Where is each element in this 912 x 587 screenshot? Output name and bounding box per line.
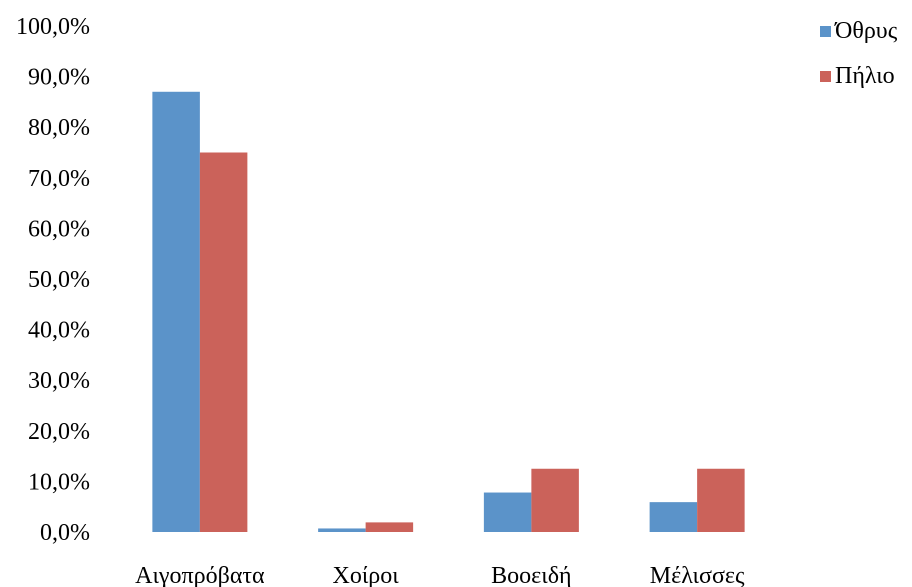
y-axis-tick-labels: 0,0% 10,0% 20,0% 30,0% 40,0% 50,0% 60,0% 70,0% 8… bbox=[16, 14, 90, 546]
legend-swatch bbox=[820, 71, 831, 82]
legend-label: Πήλιο bbox=[835, 63, 895, 89]
bar-μέλισσες-πήλιο bbox=[697, 468, 745, 532]
x-axis-category-labels: Αιγοπρόβατα Χοίροι Βοοειδή Μέλισσες bbox=[135, 563, 745, 587]
y-tick-label: 20,0% bbox=[28, 419, 90, 445]
legend-label: Όθρυς bbox=[834, 18, 898, 44]
y-tick-label: 100,0% bbox=[16, 14, 90, 40]
bar-μέλισσες-όθρυς bbox=[649, 502, 698, 532]
bars bbox=[152, 91, 745, 532]
bar-βοοειδή-πήλιο bbox=[531, 468, 579, 532]
bar-αιγοπρόβατα-όθρυς bbox=[152, 91, 200, 532]
y-tick-label: 80,0% bbox=[28, 115, 90, 141]
y-tick-label: 30,0% bbox=[28, 368, 90, 394]
bar-αιγοπρόβατα-πήλιο bbox=[199, 152, 248, 532]
bar-χοίροι-όθρυς bbox=[318, 528, 366, 532]
y-tick-label: 90,0% bbox=[28, 65, 90, 91]
y-tick-label: 0,0% bbox=[40, 520, 90, 546]
x-tick-label: Μέλισσες bbox=[650, 563, 745, 587]
y-tick-label: 60,0% bbox=[28, 216, 90, 242]
x-tick-label: Αιγοπρόβατα bbox=[135, 563, 265, 587]
legend-swatch bbox=[820, 26, 831, 37]
bar-βοοειδή-όθρυς bbox=[483, 492, 532, 532]
x-tick-label: Χοίροι bbox=[333, 563, 400, 587]
bar-χοίροι-πήλιο bbox=[365, 522, 414, 532]
y-tick-label: 10,0% bbox=[28, 469, 90, 495]
y-tick-label: 50,0% bbox=[28, 267, 90, 293]
legend: Όθρυς Πήλιο bbox=[820, 18, 898, 89]
x-tick-label: Βοοειδή bbox=[491, 563, 571, 587]
y-tick-label: 40,0% bbox=[28, 318, 90, 344]
y-tick-label: 70,0% bbox=[28, 166, 90, 192]
